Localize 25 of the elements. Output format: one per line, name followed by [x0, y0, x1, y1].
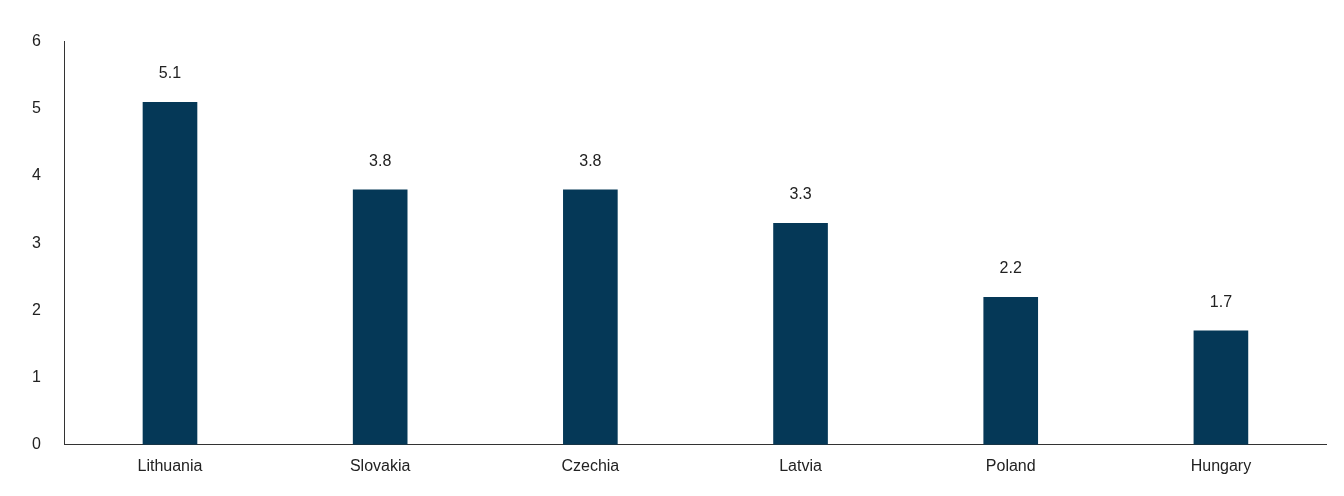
y-tick-label: 3 — [31, 233, 41, 251]
x-tick-label: Lithuania — [137, 456, 203, 474]
y-tick-label: 2 — [31, 300, 41, 318]
data-label: 3.8 — [369, 151, 392, 169]
y-tick-label: 0 — [31, 435, 41, 453]
bar — [1193, 330, 1249, 445]
y-tick-label: 4 — [31, 166, 41, 184]
x-tick-label: Czechia — [561, 456, 620, 474]
y-tick-label: 5 — [31, 99, 41, 117]
data-label: 5.1 — [158, 64, 182, 82]
bar — [773, 223, 828, 445]
data-label: 2.2 — [999, 259, 1022, 277]
x-tick-label: Poland — [985, 456, 1036, 474]
x-tick-label: Slovakia — [349, 456, 411, 474]
bar — [983, 296, 1039, 445]
bar — [142, 102, 198, 445]
x-tick-label: Latvia — [779, 456, 822, 474]
y-tick-label: 6 — [31, 32, 41, 50]
x-tick-label: Hungary — [1190, 456, 1252, 474]
bar — [563, 189, 618, 445]
bar — [352, 189, 408, 445]
data-label: 3.3 — [789, 185, 812, 203]
data-label: 3.8 — [579, 151, 602, 169]
y-tick-label: 1 — [31, 368, 41, 386]
data-label: 1.7 — [1209, 292, 1233, 310]
